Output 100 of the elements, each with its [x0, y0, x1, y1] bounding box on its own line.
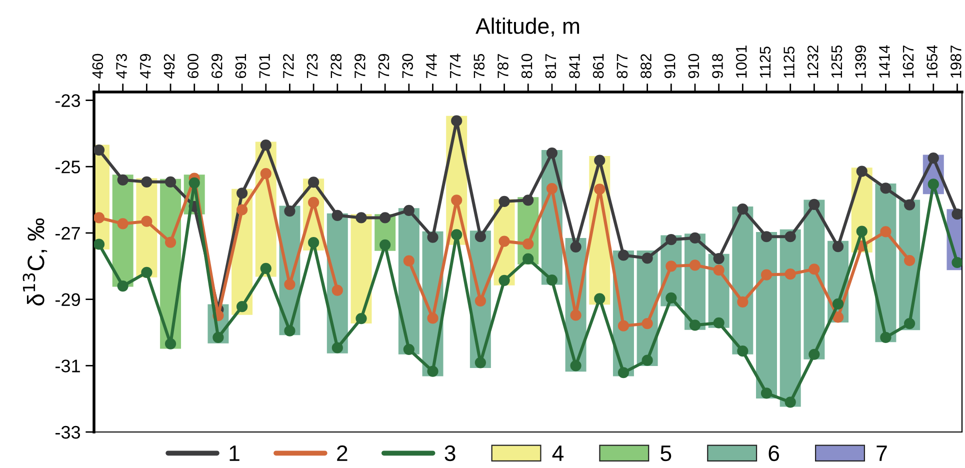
point	[522, 253, 534, 264]
point	[904, 199, 916, 210]
point	[308, 237, 320, 248]
x-tick-label: 910	[664, 54, 676, 78]
x-tick-label: 1627	[902, 46, 914, 78]
x-tick-label: 1654	[926, 45, 938, 78]
point	[332, 342, 343, 354]
point	[522, 194, 534, 206]
x-tick-label: 1255	[831, 45, 842, 78]
point	[880, 332, 892, 344]
point	[332, 284, 343, 296]
point	[904, 254, 916, 266]
point	[689, 232, 701, 244]
x-tick-label: 882	[640, 54, 652, 78]
legend-label: 2	[337, 445, 348, 461]
point	[94, 212, 105, 224]
point	[164, 338, 176, 350]
y-tick-label: -29	[56, 293, 80, 306]
x-tick-label: 877	[616, 54, 628, 78]
point	[832, 298, 844, 310]
x-tick-label: 785	[474, 54, 485, 78]
point	[880, 226, 892, 238]
x-tick-label: 729	[378, 54, 390, 78]
point	[188, 177, 200, 188]
legend-label: 4	[552, 446, 564, 461]
point	[356, 212, 367, 224]
x-tick-label: 722	[283, 54, 294, 78]
point	[808, 198, 820, 210]
point	[570, 241, 582, 252]
point	[212, 332, 224, 344]
point	[808, 348, 820, 360]
point	[737, 204, 748, 215]
point	[260, 168, 272, 180]
x-tick-label: 910	[688, 54, 700, 78]
point	[427, 366, 438, 377]
y-tick-label: -31	[56, 360, 80, 372]
point	[451, 194, 462, 206]
legend-label: 1	[230, 446, 240, 461]
point	[141, 176, 152, 188]
point	[451, 115, 462, 126]
point	[856, 226, 868, 237]
point	[498, 236, 510, 247]
point	[117, 218, 128, 230]
legend-label: 5	[660, 446, 672, 462]
x-tick-label: 841	[569, 54, 580, 78]
point	[928, 178, 939, 190]
x-tick-label: 861	[592, 54, 604, 78]
x-tick-label: 1125	[760, 46, 771, 78]
x-tick-label: 1001	[736, 46, 747, 78]
point	[546, 182, 558, 194]
point	[689, 320, 701, 331]
point	[356, 313, 367, 324]
x-tick-label: 1125	[784, 46, 794, 78]
point	[832, 241, 844, 252]
point	[141, 216, 152, 227]
point	[928, 152, 939, 164]
point	[403, 344, 414, 355]
point	[260, 262, 272, 274]
point	[94, 238, 105, 250]
point	[594, 154, 606, 166]
legend-label: 3	[444, 445, 456, 462]
point	[666, 260, 677, 272]
x-tick-label: 600	[188, 54, 198, 78]
x-tick-label: 729	[354, 54, 366, 78]
point	[713, 252, 724, 264]
point	[952, 208, 962, 220]
point	[284, 325, 296, 336]
point	[666, 234, 677, 246]
point	[546, 147, 558, 159]
point	[236, 204, 248, 216]
point	[713, 264, 724, 276]
point	[737, 296, 748, 308]
point	[570, 360, 582, 372]
x-tick-label: 918	[712, 54, 723, 78]
x-tick-label: 691	[235, 54, 246, 78]
x-tick-label: 479	[140, 54, 151, 78]
point	[427, 312, 438, 324]
point	[380, 239, 391, 250]
x-tick-label: 492	[164, 54, 175, 78]
point	[403, 204, 414, 216]
x-tick-label: 787	[498, 54, 508, 78]
x-tick-label: 629	[211, 54, 222, 78]
point	[427, 232, 438, 243]
point	[856, 166, 868, 177]
x-tick-label: 810	[521, 54, 532, 78]
point	[618, 320, 630, 332]
point	[141, 266, 152, 278]
point	[284, 206, 296, 217]
point	[594, 184, 606, 195]
point	[260, 140, 272, 151]
point	[474, 295, 486, 307]
point	[737, 346, 748, 357]
point	[642, 318, 653, 330]
point	[689, 260, 701, 271]
point	[236, 301, 248, 312]
x-tick-label: 723	[306, 54, 318, 78]
y-tick-label: -33	[56, 426, 80, 439]
x-tick-label: 774	[450, 54, 461, 78]
point	[498, 196, 510, 208]
point	[474, 231, 486, 242]
